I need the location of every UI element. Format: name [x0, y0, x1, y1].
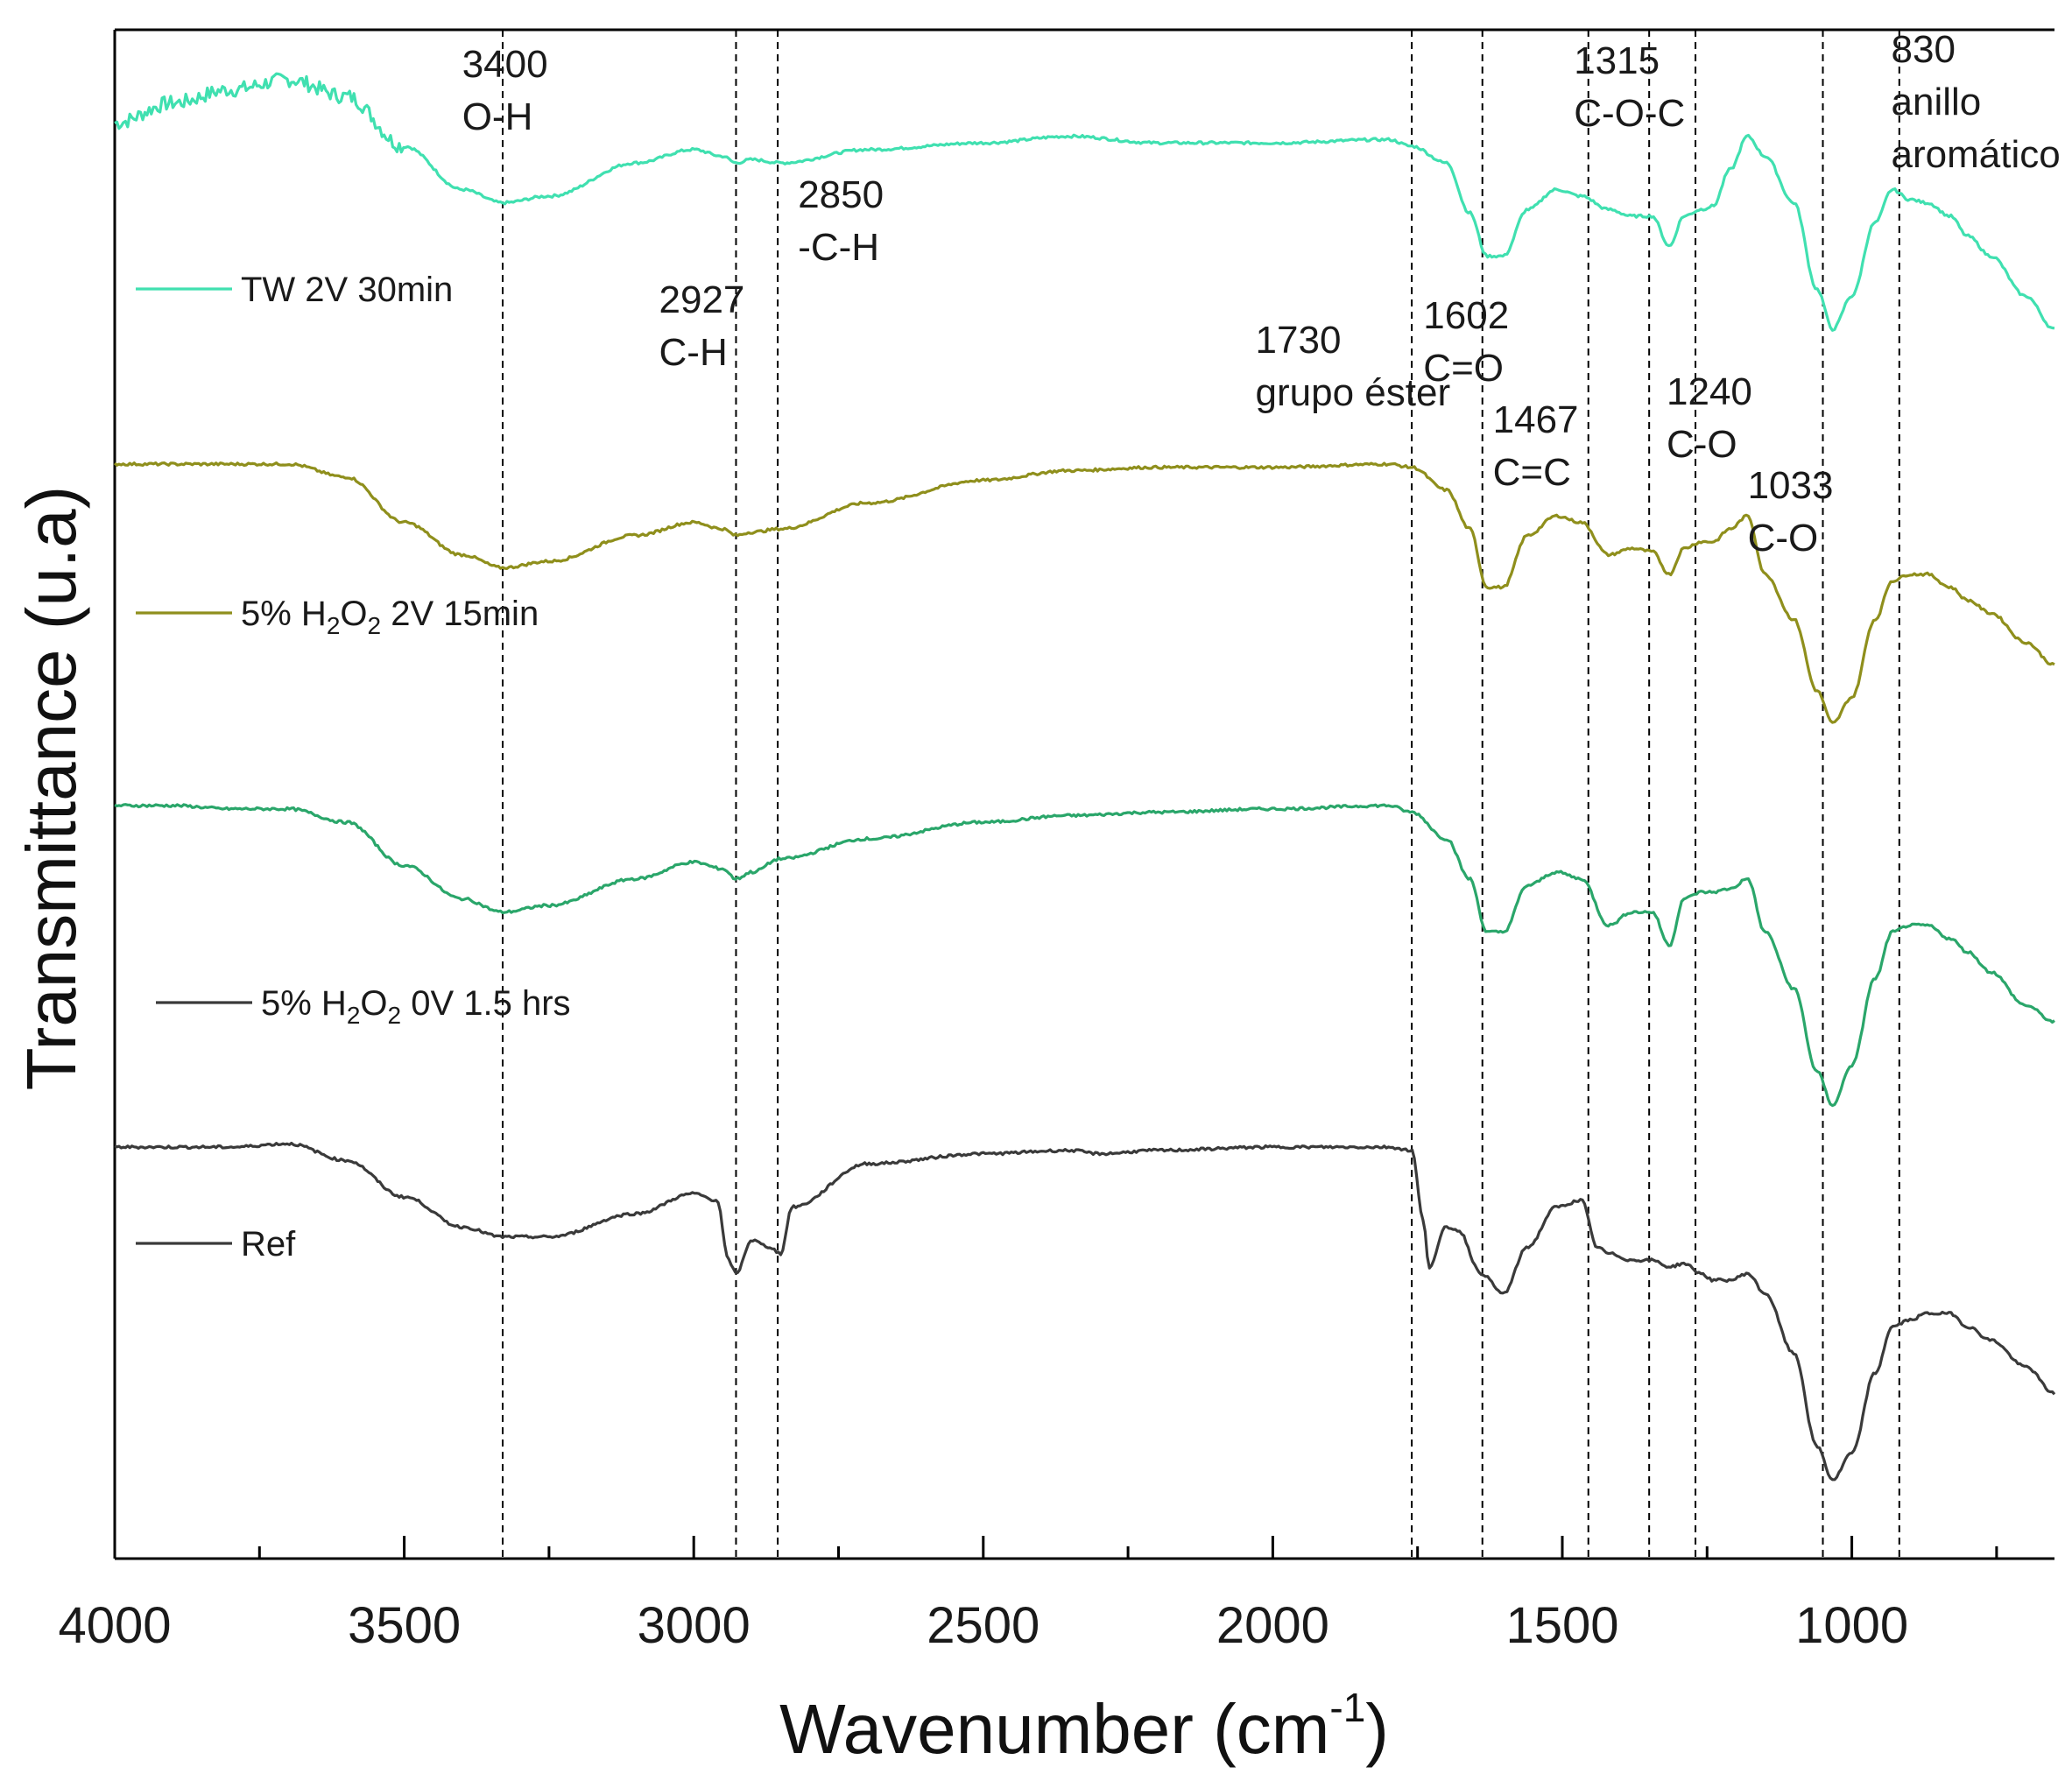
x-axis-title: Wavenumber (cm-1) [779, 1685, 1389, 1768]
annotation-wavenumber: 3400 [462, 43, 548, 86]
peak-annotation: 2927 C-H [659, 278, 745, 374]
peak-annotation: 1602 C=O [1423, 294, 1509, 390]
legend-label: Ref [241, 1225, 296, 1264]
legend-text: 2V 15min [381, 595, 539, 633]
x-tick-label: 4000 [58, 1597, 171, 1654]
annotation-wavenumber: 2850 [798, 173, 884, 216]
legend-label: 5% H2O2 0V 1.5 hrs [261, 984, 571, 1029]
peak-annotation: 2850 -C-H [798, 173, 884, 269]
annotation-group: C=C [1493, 451, 1571, 494]
x-axis-unit: (cm [1213, 1690, 1329, 1768]
peak-annotation: 1315 C-O-C [1574, 39, 1685, 135]
annotation-group: C-O [1748, 517, 1819, 560]
legend-sub: 2 [347, 1002, 361, 1029]
peak-annotation: 3400 O-H [462, 43, 548, 138]
legend-sub: 2 [327, 612, 341, 639]
x-tick-label: 1000 [1795, 1597, 1908, 1654]
x-tick-label: 3500 [348, 1597, 461, 1654]
annotation-wavenumber: 1033 [1748, 464, 1834, 507]
series-line [113, 461, 2055, 724]
annotation-wavenumber: 1315 [1574, 39, 1660, 82]
series-line [114, 803, 2055, 1108]
x-tick-label: 1500 [1505, 1597, 1618, 1654]
legend-label: 5% H2O2 2V 15min [241, 595, 539, 639]
legend-text: 5% H [261, 984, 347, 1023]
x-tick-label: 3000 [638, 1597, 751, 1654]
series-line [114, 1141, 2056, 1482]
legend-label: TW 2V 30min [241, 271, 453, 309]
annotation-group: anillo [1892, 81, 1982, 123]
legend-text: O [360, 984, 387, 1023]
legend-text: 5% H [241, 595, 327, 633]
legend-sub: 2 [368, 612, 382, 639]
spectra-curves [113, 72, 2056, 1482]
annotation-group: C-O-C [1574, 92, 1685, 135]
x-tick-label: 2000 [1216, 1597, 1329, 1654]
annotation-group-cont: aromático [1892, 133, 2061, 176]
reference-lines [502, 30, 1900, 1559]
annotation-group: grupo éster [1256, 371, 1451, 414]
y-axis-title: Transmittance (u.a) [12, 486, 90, 1091]
annotation-wavenumber: 1467 [1493, 398, 1579, 441]
peak-annotation: 830 anillo aromático [1892, 28, 2061, 176]
legend-text: 0V 1.5 hrs [401, 984, 570, 1023]
peak-annotation: 1730 grupo éster [1256, 319, 1451, 414]
legend-sub: 2 [388, 1002, 402, 1029]
legend-text: O [340, 595, 367, 633]
annotation-group: -C-H [798, 226, 879, 269]
annotation-group: C=O [1423, 347, 1504, 390]
annotation-wavenumber: 1602 [1423, 294, 1509, 337]
annotation-group: O-H [462, 95, 533, 138]
peak-annotation: 1033 C-O [1748, 464, 1834, 560]
annotation-wavenumber: 1730 [1256, 319, 1342, 362]
annotation-wavenumber: 2927 [659, 278, 745, 321]
annotation-group: C-O [1667, 423, 1737, 466]
annotation-wavenumber: 830 [1892, 28, 1956, 71]
x-axis-title-text: Wavenumber [779, 1690, 1194, 1768]
peak-annotation: 1240 C-O [1667, 370, 1752, 466]
peak-annotation: 1467 C=C [1493, 398, 1579, 494]
series-line [114, 72, 2055, 332]
annotation-wavenumber: 1240 [1667, 370, 1752, 413]
annotation-group: C-H [659, 331, 728, 374]
x-axis-ticks: 4000 3500 3000 2500 2000 1500 1000 [58, 1536, 1998, 1654]
x-tick-label: 2500 [927, 1597, 1040, 1654]
x-axis-unit-close: ) [1365, 1690, 1389, 1768]
x-axis-unit-exp: -1 [1329, 1685, 1365, 1730]
